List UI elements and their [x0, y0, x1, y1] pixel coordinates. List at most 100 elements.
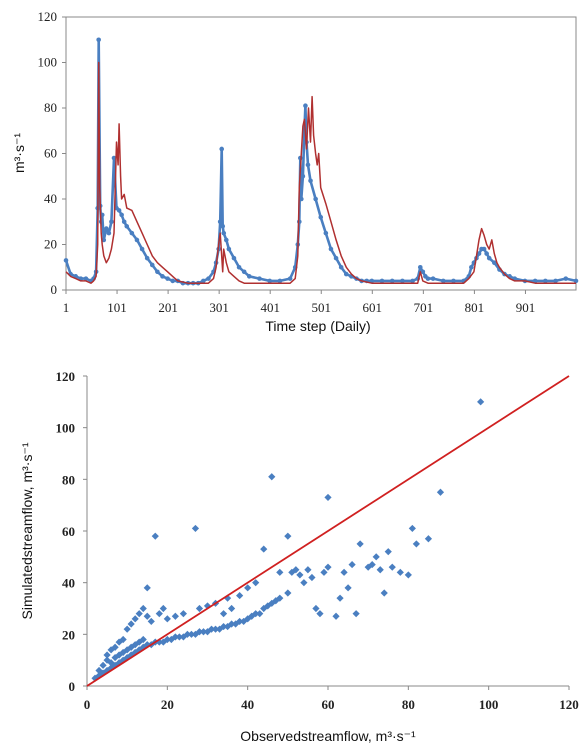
scatter-point	[388, 563, 396, 571]
scatter-point	[364, 563, 372, 571]
observed-point	[287, 276, 293, 281]
scatter-point	[111, 653, 119, 662]
scatter-point	[380, 589, 388, 597]
scatter-point	[139, 635, 147, 644]
observed-point	[155, 269, 160, 275]
scatter-point	[332, 612, 340, 620]
scatter-point	[384, 548, 392, 556]
scatter-point	[159, 604, 167, 613]
observed-point	[241, 269, 247, 275]
top-x-tick-label: 301	[209, 300, 229, 315]
observed-point	[484, 251, 489, 256]
bottom-x-tick-label: 100	[479, 697, 499, 712]
bottom-x-tick-label: 0	[84, 697, 91, 712]
scatter-point	[171, 633, 179, 641]
top-x-tick-label: 601	[363, 300, 383, 315]
scatter-point	[308, 573, 316, 582]
observed-point	[543, 278, 548, 284]
bottom-y-tick-label: 80	[62, 472, 75, 487]
top-y-axis-title: m³·s⁻¹	[11, 133, 27, 173]
bottom-x-tick-label: 60	[322, 697, 335, 712]
scatter-point	[412, 540, 420, 548]
observed-point	[481, 246, 487, 252]
observed-point	[451, 278, 456, 284]
observed-point	[139, 246, 145, 252]
observed-point	[165, 276, 170, 281]
top-x-tick-label: 701	[414, 300, 434, 315]
observed-point	[486, 255, 492, 261]
bottom-x-tick-label: 40	[241, 697, 254, 712]
scatter-point	[219, 610, 228, 618]
observed-point	[469, 264, 474, 270]
scatter-points-group	[91, 398, 485, 682]
scatter-point	[252, 610, 260, 618]
scatter-point	[99, 669, 107, 677]
scatter-point	[215, 625, 224, 633]
bottom-y-tick-label: 100	[56, 421, 76, 436]
observed-point	[343, 271, 349, 277]
scatter-point	[151, 532, 159, 540]
observed-point	[106, 230, 112, 236]
scatter-point	[228, 604, 236, 613]
scatter-point	[300, 579, 308, 587]
scatter-point	[264, 602, 272, 610]
observed-point	[220, 224, 226, 229]
top-x-tick-label: 901	[516, 300, 536, 315]
observed-point	[231, 255, 237, 261]
observed-series-line	[64, 38, 577, 285]
scatter-point	[223, 594, 232, 602]
scatter-point	[260, 545, 268, 553]
bottom-x-tick-label: 80	[402, 697, 415, 712]
observed-point	[267, 278, 272, 284]
top-x-tick-label: 101	[107, 300, 127, 315]
top-x-tick-label: 201	[158, 300, 178, 315]
scatter-point	[316, 610, 324, 618]
observed-point	[333, 255, 339, 261]
observed-point	[144, 255, 150, 261]
scatter-point	[288, 568, 296, 576]
top-x-tick-label: 801	[465, 300, 485, 315]
top-y-ticks: 0 20 40 60 80 100 120	[38, 9, 66, 297]
bottom-x-tick-label: 120	[559, 697, 579, 712]
one-to-one-line	[86, 375, 570, 687]
bottom-y-tick-label: 0	[69, 679, 76, 694]
top-x-axis-title: Time step (Daily)	[265, 318, 370, 334]
observed-point	[121, 219, 127, 225]
scatter-point	[163, 615, 171, 623]
scatter-point	[276, 594, 284, 602]
scatter-point	[336, 594, 344, 602]
scatter-point	[135, 610, 143, 618]
scatter-point	[284, 589, 292, 597]
bottom-x-tick-label: 20	[161, 697, 174, 712]
observed-point	[221, 230, 227, 236]
observed-point	[417, 264, 423, 270]
scatter-point	[276, 568, 284, 576]
scatter-point	[131, 615, 139, 623]
observed-point	[318, 214, 324, 220]
scatter-point	[404, 571, 412, 579]
scatter-point	[477, 398, 485, 406]
bottom-y-tick-label: 20	[62, 627, 75, 642]
observed-point	[201, 278, 206, 284]
observed-point	[129, 230, 135, 236]
observed-point	[440, 278, 446, 284]
scatter-point	[175, 633, 183, 641]
top-x-ticks: 1 101 201 301 401 501 601 701 801 901	[63, 290, 535, 315]
scatter-point	[320, 568, 328, 576]
observed-point	[224, 237, 229, 243]
scatter-point	[187, 630, 196, 638]
top-y-tick-label: 40	[44, 191, 57, 206]
scatter-point	[228, 620, 236, 628]
observed-point	[246, 274, 252, 279]
observed-point	[104, 226, 109, 231]
scatter-point	[252, 579, 260, 587]
observed-point	[305, 162, 311, 168]
bottom-x-axis-title: Observedstreamflow, m³·s⁻¹	[240, 728, 416, 744]
top-y-tick-label: 80	[44, 100, 57, 115]
scatter-point	[199, 628, 208, 636]
bottom-y-tick-label: 60	[62, 524, 75, 539]
scatter-point	[179, 633, 187, 641]
scatter-point	[143, 612, 151, 620]
scatter-chart: 0 20 40 60 80 100 120 0 20 40 60 80 100 120 Observed…	[19, 369, 579, 744]
